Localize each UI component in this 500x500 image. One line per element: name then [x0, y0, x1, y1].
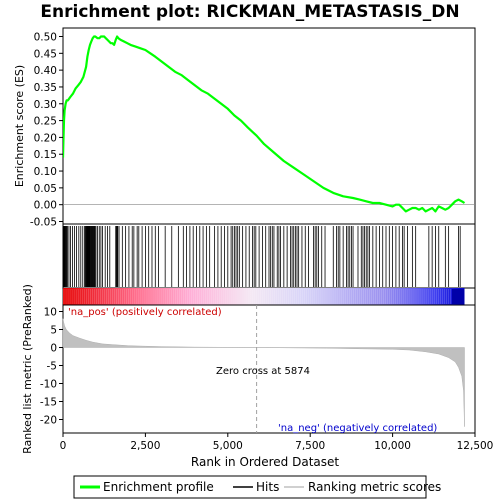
- es-ytick-label: 0.50: [34, 32, 57, 44]
- es-ytick-label: 0.10: [34, 166, 57, 178]
- es-ytick-label: 0.15: [34, 149, 57, 161]
- es-ytick-label: -0.05: [30, 217, 57, 229]
- hits-panel: [62, 223, 476, 289]
- metric-y-ticks: 10 5 0 -5 -10 -15 -20: [40, 307, 63, 427]
- xtick-label: 10,000: [374, 440, 411, 452]
- colorbar-stripes: [62, 289, 465, 304]
- es-ytick-label: 0.05: [34, 183, 57, 195]
- metric-ytick-label: 10: [44, 307, 57, 319]
- metric-ytick-label: -20: [40, 415, 57, 427]
- rank-colorbar: [62, 287, 476, 306]
- colorbar-gradient: [63, 288, 465, 305]
- pos-correlated-label: 'na_pos' (positively correlated): [68, 307, 222, 318]
- neg-correlated-label: 'na_neg' (negatively correlated): [278, 423, 437, 434]
- legend-enrichment-label: Enrichment profile: [103, 480, 214, 494]
- colorbar-neg-end: [451, 289, 465, 304]
- ranking-metric-area: [62, 318, 465, 427]
- x-axis-label: Rank in Ordered Dataset: [191, 455, 339, 469]
- enrichment-profile-line: [63, 35, 466, 213]
- chart-title: Enrichment plot: RICKMAN_METASTASIS_DN: [40, 2, 459, 22]
- xtick-label: 5,000: [213, 440, 243, 452]
- xtick-label: 12,500: [457, 440, 494, 452]
- xtick-label: 2,500: [130, 440, 160, 452]
- es-ytick-label: 0.00: [34, 200, 57, 212]
- metric-ytick-label: -5: [47, 361, 57, 373]
- es-plot-area: [62, 27, 476, 225]
- xtick-label: 7,500: [295, 440, 325, 452]
- es-ytick-label: 0.30: [34, 99, 57, 111]
- zero-cross-label: Zero cross at 5874: [216, 366, 310, 377]
- metric-panel: 10 5 0 -5 -10 -15 -20 'na_pos' (positively cor…: [21, 284, 476, 454]
- legend: Enrichment profile Hits Ranking metric s…: [73, 475, 441, 499]
- metric-ytick-label: -15: [40, 397, 57, 409]
- metric-ytick-label: -10: [40, 379, 57, 391]
- es-ytick-label: 0.35: [34, 82, 57, 94]
- es-ytick-label: 0.45: [34, 48, 57, 60]
- es-ytick-label: 0.40: [34, 65, 57, 77]
- legend-hits-label: Hits: [256, 480, 279, 494]
- legend-metric-label: Ranking metric scores: [308, 480, 441, 494]
- es-ylabel: Enrichment score (ES): [13, 65, 26, 187]
- metric-ytick-label: 0: [50, 343, 57, 355]
- x-axis-ticks: 0 2,500 5,000 7,500 10,000 12,500: [60, 433, 494, 452]
- hit-marks: [62, 226, 461, 287]
- es-ytick-label: 0.20: [34, 132, 57, 144]
- es-panel: 0.50 0.45 0.40 0.35 0.30 0.25 0.20 0.15 0.10 0.05…: [13, 27, 476, 229]
- metric-plot-area: [62, 304, 476, 434]
- es-ytick-label: 0.25: [34, 116, 57, 128]
- metric-ylabel: Ranked list metric (PreRanked): [21, 284, 34, 454]
- xtick-label: 0: [60, 440, 67, 452]
- es-y-ticks: 0.50 0.45 0.40 0.35 0.30 0.25 0.20 0.15 0.10 0.05…: [30, 32, 63, 229]
- metric-ytick-label: 5: [50, 325, 57, 337]
